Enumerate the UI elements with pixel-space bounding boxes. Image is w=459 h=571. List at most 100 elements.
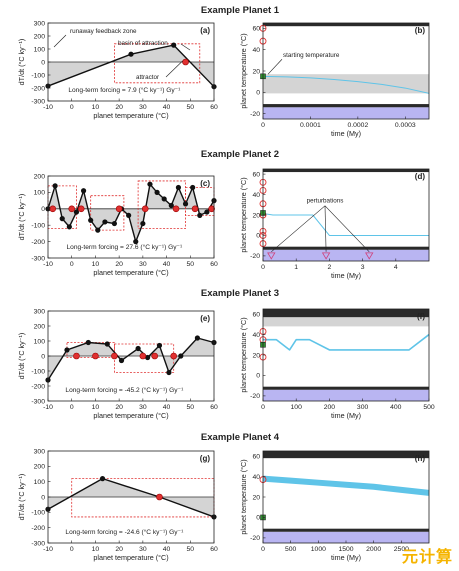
- panel-title: Example Planet 1: [201, 5, 280, 16]
- curve-point: [175, 184, 182, 191]
- gray-band: [263, 317, 429, 327]
- y-tick-label: -20: [250, 393, 260, 400]
- temperature-trace: [262, 475, 430, 496]
- y-tick-label: 100: [34, 190, 46, 197]
- temperature-trace: [263, 333, 430, 351]
- y-tick-label: 20: [252, 494, 260, 501]
- x-tick-label: 40: [163, 546, 171, 553]
- temperature-trace: [262, 75, 430, 94]
- temperature-trace: [262, 212, 429, 236]
- x-tick-label: 300: [357, 404, 369, 411]
- dark-band-bottom: [263, 528, 429, 532]
- curve-point: [166, 369, 172, 376]
- plot-background: [263, 451, 429, 543]
- y-axis-label: dT/dt (°C ky⁻¹): [17, 39, 26, 86]
- x-tick-label: 2500: [394, 546, 409, 553]
- y-tick-label: 300: [34, 20, 46, 27]
- y-tick-label: -20: [250, 253, 260, 260]
- y-tick-label: 100: [34, 338, 46, 345]
- x-tick-label: 0.0002: [347, 122, 368, 129]
- panel-title: Example Planet 4: [201, 432, 280, 443]
- x-tick-label: 60: [210, 546, 218, 553]
- y-tick-label: 100: [34, 479, 46, 486]
- y-tick-label: -300: [31, 398, 45, 405]
- y-tick-label: 100: [34, 46, 46, 53]
- forcing-label: Long-term forcing = -24.6 (°C ky⁻¹) Gy⁻¹: [65, 528, 184, 536]
- x-tick-label: 1: [294, 264, 298, 271]
- forcing-label: Long-term forcing = 7.9 (°C ky⁻¹) Gy⁻¹: [68, 86, 181, 94]
- annotation-arrow: [165, 60, 183, 78]
- curve-point: [171, 42, 177, 48]
- feedback-curve: [47, 182, 215, 244]
- feedback-area: [48, 338, 214, 380]
- panel-letter: (h): [415, 454, 426, 463]
- y-tick-label: -100: [31, 510, 45, 517]
- y-tick-label: 200: [34, 323, 46, 330]
- attractor-point: [172, 205, 180, 213]
- y-tick-label: -100: [31, 368, 45, 375]
- x-axis-label: planet temperature (°C): [93, 111, 168, 120]
- x-tick-label: 100: [291, 404, 303, 411]
- curve-point: [145, 354, 151, 361]
- y-axis-label: dT/dt (°C ky⁻¹): [17, 474, 26, 521]
- curve-point: [147, 181, 153, 187]
- y-tick-label: -100: [31, 223, 45, 230]
- y-tick-label: 200: [34, 33, 46, 40]
- attractor-point: [141, 205, 149, 213]
- y-axis-label: planet temperature (°C): [239, 177, 248, 252]
- attractor-point: [115, 205, 123, 213]
- x-axis-label: time (My): [331, 411, 361, 420]
- y-tick-label: -300: [31, 98, 45, 105]
- y-axis-label: dT/dt (°C ky⁻¹): [17, 333, 26, 380]
- curve-point: [111, 220, 117, 227]
- x-axis-label: planet temperature (°C): [93, 411, 168, 420]
- feedback-area: [48, 45, 214, 87]
- x-axis-label: planet temperature (°C): [93, 268, 168, 277]
- feedback-curve: [47, 44, 215, 88]
- x-tick-label: 0: [70, 404, 74, 411]
- attractor-point: [156, 493, 163, 501]
- y-tick-label: 300: [34, 308, 46, 315]
- x-axis-label: time (My): [331, 553, 361, 562]
- watermark: 元计算: [401, 547, 453, 566]
- x-tick-label: 30: [139, 104, 147, 111]
- attractor-point: [151, 352, 159, 360]
- y-tick-label: -20: [250, 111, 260, 118]
- y-tick-label: 40: [252, 192, 260, 199]
- curve-point: [95, 227, 101, 233]
- x-tick-label: 0: [261, 264, 265, 271]
- dark-band-bottom: [263, 246, 429, 250]
- basin-box: [90, 195, 125, 231]
- y-tick-label: 60: [252, 171, 260, 178]
- x-tick-label: 30: [139, 546, 147, 553]
- y-tick-label: 0: [256, 233, 260, 240]
- x-tick-label: 3: [361, 264, 365, 271]
- panel-letter: (c): [200, 179, 210, 188]
- y-tick-label: 0: [41, 59, 45, 66]
- y-tick-label: 20: [252, 212, 260, 219]
- y-tick-label: -200: [31, 383, 45, 390]
- purple-band: [263, 389, 429, 401]
- y-tick-label: -200: [31, 239, 45, 246]
- annotation-arrow: [267, 59, 283, 75]
- curve-point: [140, 220, 146, 227]
- x-tick-label: 1000: [311, 546, 326, 553]
- curve-point: [126, 212, 132, 218]
- y-tick-label: -100: [31, 72, 45, 79]
- attractor-point: [208, 205, 215, 213]
- y-tick-label: -300: [31, 540, 45, 547]
- plot-frame: [47, 175, 215, 259]
- x-tick-label: 400: [390, 404, 402, 411]
- y-tick-label: 0: [41, 494, 45, 501]
- x-tick-label: 1500: [338, 546, 353, 553]
- dark-band-top: [263, 169, 429, 173]
- x-tick-label: 50: [187, 546, 195, 553]
- attractor-point: [68, 205, 76, 213]
- dark-band-top: [263, 309, 429, 318]
- panel-letter: (f): [417, 312, 425, 321]
- basin-box: [114, 43, 201, 84]
- y-tick-label: 20: [252, 352, 260, 359]
- curve-point: [156, 342, 163, 349]
- y-tick-label: 0: [256, 515, 260, 522]
- curve-point: [161, 196, 167, 202]
